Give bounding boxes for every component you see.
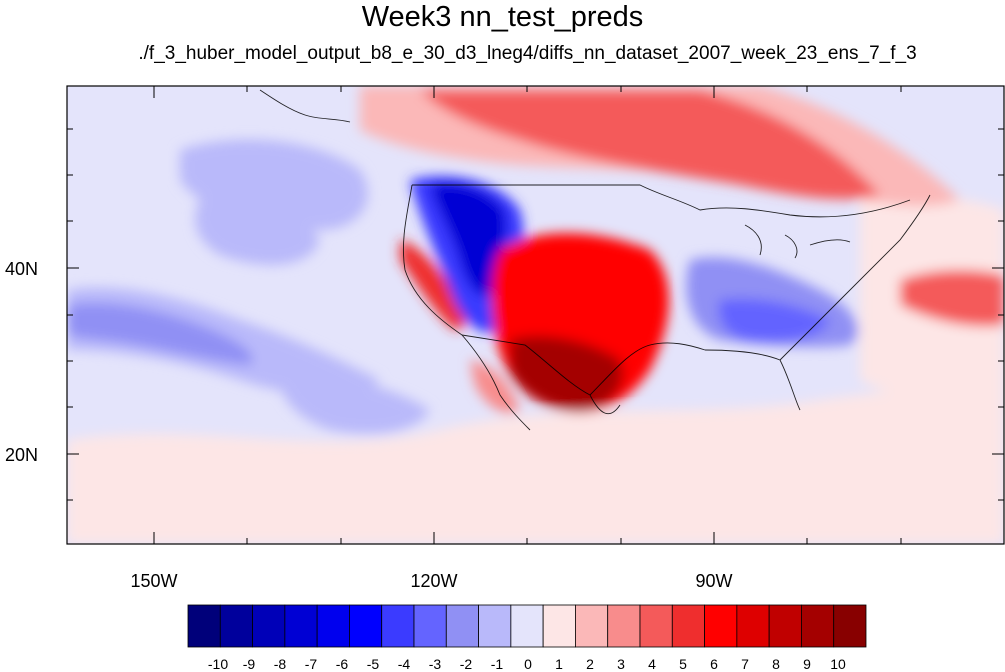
colorbar: -10 -9 -8 -7 -6 -5 -4 -3 -2 -1 0 1 2 3 4 5 6 7 8 9 10 [187,604,867,672]
colorbar-label: 9 [803,656,811,672]
tick-marks [67,86,1004,544]
colorbar-swatch [639,604,673,648]
colorbar-swatch [542,604,576,648]
colorbar-swatch [671,604,705,648]
colorbar-label: 10 [830,656,846,672]
us-west-coast [402,184,531,431]
colorbar-label: 6 [710,656,718,672]
lat-label-20n: 20N [5,445,38,465]
alaska-coast [259,89,351,123]
blue-central-pacific [195,197,320,265]
colorbar-swatch [833,604,867,648]
colorbar-swatch [478,604,512,648]
colorbar-swatch [768,604,802,648]
colorbar-label: -6 [336,656,349,672]
colorbar-swatch [704,604,738,648]
map-subtitle: ./f_3_huber_model_output_b8_e_30_d3_lneg… [138,43,917,64]
gulf-coast [589,349,801,415]
red-mexico-pacific [470,360,520,414]
us-southern-border [461,334,706,396]
red-canada-core [420,90,880,200]
great-lakes [744,224,851,259]
colorbar-label: -1 [491,656,504,672]
blue-pacific-core [67,302,253,365]
lon-label-120w: 120W [410,571,457,591]
us-east-coast [779,194,931,361]
colorbar-label: -7 [305,656,318,672]
colorbar-swatch [219,604,253,648]
colorbar-label: -4 [398,656,411,672]
colorbar-label: -3 [429,656,442,672]
colorbar-label: -2 [460,656,473,672]
colorbar-label: 3 [617,656,625,672]
colorbar-swatch [575,604,609,648]
colorbar-swatch [381,604,415,648]
lat-label-40n: 40N [5,259,38,279]
anomaly-field [67,86,1004,544]
colorbar-label: -10 [208,656,228,672]
colorbar-label: 2 [586,656,594,672]
colorbar-label: 5 [679,656,687,672]
colorbar-swatch [316,604,350,648]
colorbar-label: -9 [243,656,256,672]
colorbar-label: 7 [741,656,749,672]
colorbar-label: 4 [648,656,656,672]
red-atlantic [900,270,1004,327]
colorbar-label: 0 [524,656,532,672]
colorbar-label: 1 [555,656,563,672]
colorbar-swatch [607,604,641,648]
colorbar-label: -8 [274,656,287,672]
lon-label-150w: 150W [130,571,177,591]
colorbar-label: -5 [367,656,380,672]
colorbar-swatch [510,604,544,648]
coastlines [259,89,931,431]
blue-interior-west-core [430,182,507,296]
pink-south-band [67,383,1004,544]
colorbar-swatch [284,604,318,648]
red-california-strip [400,240,466,330]
colorbar-label: 8 [772,656,780,672]
colorbar-swatch [413,604,447,648]
us-canada-border [412,184,911,218]
blue-southeast-core [718,298,830,342]
colorbar-swatch [349,604,383,648]
blue-tropical-pacific [280,376,430,434]
colorbar-swatch [445,604,479,648]
colorbar-swatch [252,604,286,648]
colorbar-swatch [187,604,221,648]
colorbar-swatch [736,604,770,648]
colorbar-swatch [801,604,835,648]
map-title: Week3 nn_test_preds [361,1,644,33]
lon-label-90w: 90W [695,571,732,591]
